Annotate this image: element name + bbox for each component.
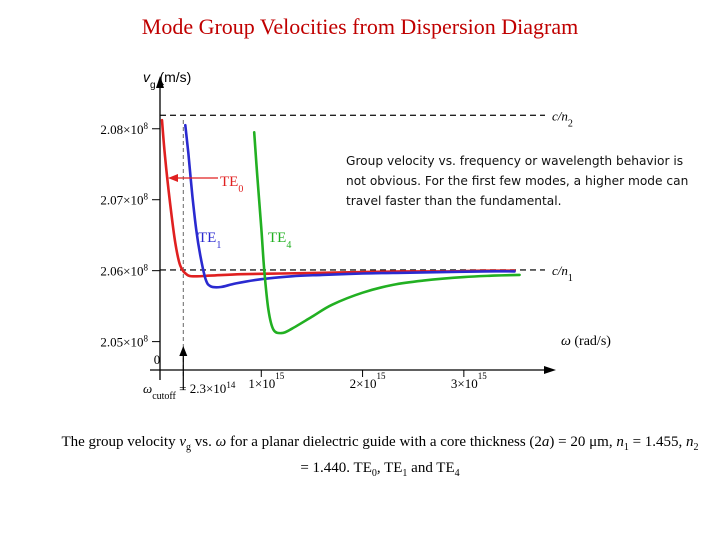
y-tick-label-0: 2.08×108	[100, 121, 148, 137]
cutoff-arrowhead	[179, 346, 188, 356]
figure-caption: The group velocity vg vs. ω for a planar…	[61, 434, 699, 479]
series-label-te0: TE0	[220, 174, 243, 195]
cutoff-label: ωcutoff = 2.3×1014	[143, 380, 236, 402]
asymptote-label-1: c/n1	[552, 263, 573, 284]
y-tick-label-1: 2.07×108	[100, 192, 148, 208]
x-axis-label: ω (rad/s)	[561, 334, 611, 349]
y-tick-label-2: 2.06×108	[100, 263, 148, 279]
chart-axes	[150, 76, 556, 380]
series-label-te1: TE1	[198, 230, 221, 251]
y-tick-label-3: 2.05×108	[100, 334, 148, 350]
x-tick-label-0: 1×1015	[248, 371, 284, 390]
chart-series	[160, 118, 521, 335]
x-tick-label-1: 2×1015	[350, 371, 386, 390]
series-line-te1	[184, 123, 516, 289]
asymptote-label-0: c/n2	[552, 108, 573, 128]
x-axis-arrow	[544, 366, 556, 374]
te0-pointer-arrowhead	[168, 174, 178, 182]
x-zero-label: 0	[154, 352, 161, 367]
slide-title: Mode Group Velocities from Dispersion Di…	[141, 14, 579, 39]
annotation-note: Group velocity vs. frequency or waveleng…	[346, 154, 689, 208]
y-axis-arrow	[156, 76, 164, 88]
series-label-te4: TE4	[268, 230, 291, 251]
y-axis-label: vg (m/s)	[143, 69, 191, 91]
x-tick-label-2: 3×1015	[451, 371, 487, 390]
chart-labels: c/n2 c/n1 2.08×108 2.07×108 2.06×108 2.05×108…	[100, 69, 611, 402]
series-line-te4	[252, 131, 521, 335]
